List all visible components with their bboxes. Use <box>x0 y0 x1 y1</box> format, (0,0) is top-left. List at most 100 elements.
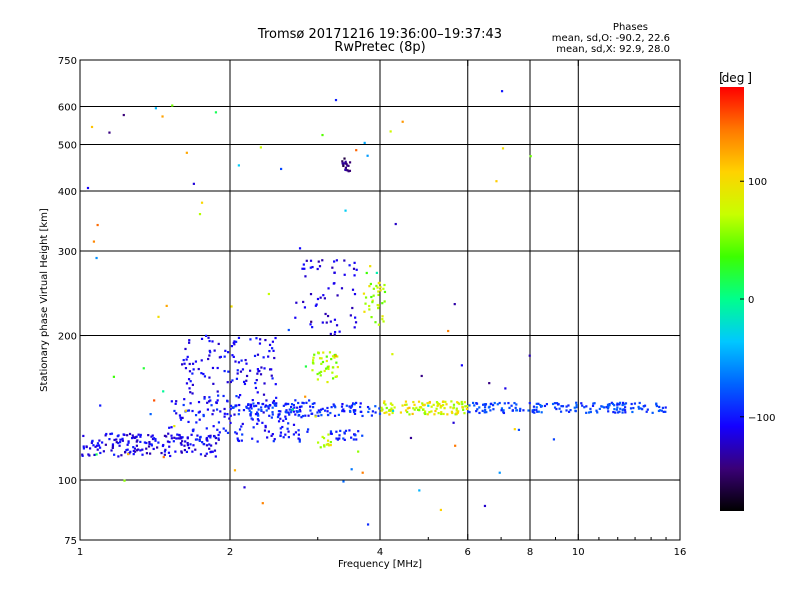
data-point <box>297 429 300 432</box>
data-point <box>333 414 337 417</box>
data-point <box>187 378 191 381</box>
data-point <box>232 341 235 344</box>
data-point <box>298 438 301 441</box>
x-tick-label: 6 <box>465 547 471 558</box>
data-point <box>263 429 267 432</box>
data-point <box>182 403 185 407</box>
data-point <box>513 428 516 431</box>
data-point <box>264 405 267 408</box>
data-point <box>492 408 495 411</box>
data-point <box>629 407 633 410</box>
data-point <box>233 413 236 416</box>
data-point <box>137 433 140 436</box>
data-point <box>436 402 439 405</box>
data-point <box>273 438 276 441</box>
data-point <box>152 437 156 440</box>
data-point <box>581 404 584 407</box>
data-point <box>279 431 283 434</box>
data-point <box>418 409 421 412</box>
data-point <box>130 436 134 440</box>
data-point <box>217 433 220 437</box>
data-point <box>179 416 182 419</box>
data-point <box>339 429 342 432</box>
data-point <box>300 416 303 419</box>
data-point <box>255 404 258 407</box>
data-point <box>615 408 618 411</box>
data-point <box>284 417 288 420</box>
data-point <box>385 406 388 410</box>
data-point <box>637 407 641 410</box>
y-tick-label: 500 <box>58 141 77 152</box>
data-point <box>498 471 501 474</box>
data-point <box>587 411 591 414</box>
data-point <box>318 357 322 360</box>
data-point <box>333 318 337 321</box>
data-point <box>336 294 339 297</box>
data-point <box>439 406 442 409</box>
data-point <box>445 403 448 406</box>
data-point <box>186 355 189 358</box>
data-point <box>561 405 565 408</box>
data-point <box>191 372 194 375</box>
data-point <box>123 451 127 454</box>
data-point <box>125 448 128 452</box>
data-point <box>202 442 206 446</box>
data-point <box>409 436 413 440</box>
y-tick-label: 100 <box>58 476 77 487</box>
data-point <box>171 104 174 107</box>
data-point <box>404 403 407 406</box>
data-point <box>613 404 616 407</box>
data-point <box>485 411 488 414</box>
data-point <box>99 451 102 455</box>
data-point <box>383 300 386 303</box>
data-point <box>606 407 610 410</box>
data-point <box>440 404 443 408</box>
colorbar-tick-label: −100 <box>748 413 775 424</box>
data-point <box>212 382 215 385</box>
data-point <box>371 301 374 304</box>
data-point <box>327 413 330 417</box>
data-point <box>664 406 667 409</box>
data-point <box>216 399 219 402</box>
data-point <box>123 479 126 482</box>
data-point <box>108 131 111 134</box>
data-point <box>327 287 330 290</box>
data-point <box>372 287 375 290</box>
data-point <box>226 431 230 434</box>
data-point <box>133 450 137 453</box>
data-point <box>135 449 138 452</box>
data-point <box>558 407 561 410</box>
data-point <box>191 362 195 365</box>
data-point <box>473 404 476 407</box>
data-point <box>664 410 667 413</box>
data-point <box>320 370 323 373</box>
data-point <box>344 209 347 212</box>
data-point <box>369 265 372 268</box>
data-point <box>319 374 322 377</box>
data-point <box>242 380 246 383</box>
data-point <box>510 404 513 407</box>
data-point <box>325 321 328 324</box>
data-point <box>224 429 227 432</box>
data-point <box>312 356 315 359</box>
data-point <box>318 265 322 268</box>
data-point <box>353 326 356 329</box>
data-point <box>413 408 416 411</box>
data-point <box>522 409 525 412</box>
data-point <box>655 403 658 406</box>
data-point <box>228 417 231 420</box>
data-point <box>230 344 234 348</box>
data-point <box>309 292 313 296</box>
data-point <box>268 414 271 417</box>
data-point <box>120 454 123 457</box>
data-point <box>90 125 94 129</box>
data-point <box>249 413 252 416</box>
data-point <box>601 405 604 408</box>
data-point <box>168 426 171 429</box>
data-point <box>311 369 314 372</box>
data-point <box>178 414 182 417</box>
data-point <box>316 441 320 444</box>
chart-title-line1: Tromsø 20171216 19:36:00–19:37:43 <box>257 27 503 42</box>
data-point <box>333 333 336 336</box>
